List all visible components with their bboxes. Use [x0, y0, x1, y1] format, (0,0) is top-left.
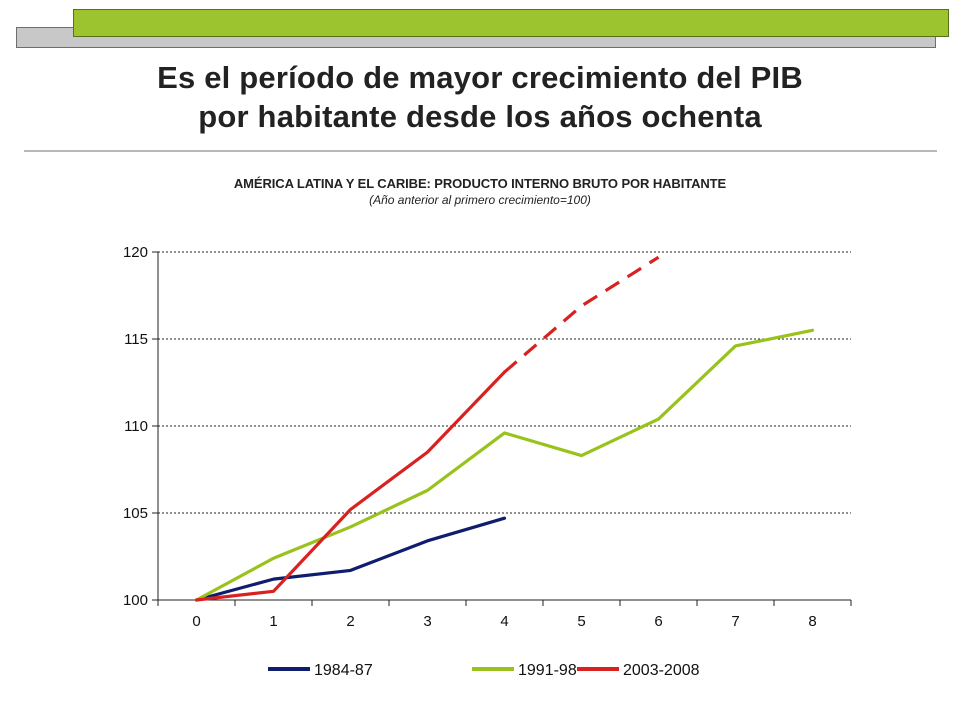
- x-tick-label-0: 0: [192, 613, 200, 630]
- title-divider: [24, 150, 937, 152]
- series-line-2003-2008: [194, 370, 507, 602]
- gridlines: [158, 251, 851, 514]
- series-line-1991-98: [194, 328, 815, 602]
- legend: 1984-87 1991-98 2003-2008: [268, 662, 700, 679]
- x-tick-label-7: 7: [731, 613, 739, 630]
- axes: 100 105 110 115 120 0 1 2 3 4 5 6 7 8: [123, 244, 852, 630]
- x-tick-label-4: 4: [500, 613, 508, 630]
- legend-label-1984-87: 1984-87: [314, 662, 373, 679]
- header-decoration-green-bar: [73, 9, 949, 37]
- slide-title-line-2: por habitante desde los años ochenta: [198, 99, 762, 134]
- x-tick-label-5: 5: [577, 613, 585, 630]
- slide-title-line-1: Es el período de mayor crecimiento del P…: [157, 60, 803, 95]
- y-tick-label-120: 120: [123, 244, 148, 261]
- series-line-2003-2008-projection: [503, 255, 660, 374]
- slide-title: Es el período de mayor crecimiento del P…: [20, 58, 940, 136]
- legend-label-2003-2008: 2003-2008: [623, 662, 700, 679]
- x-tick-label-6: 6: [654, 613, 662, 630]
- series-lines: [194, 255, 815, 602]
- y-tick-label-110: 110: [124, 418, 148, 435]
- legend-label-1991-98: 1991-98: [518, 662, 577, 679]
- y-tick-label-105: 105: [123, 505, 148, 522]
- y-tick-label-100: 100: [123, 592, 148, 609]
- chart-title: AMÉRICA LATINA Y EL CARIBE: PRODUCTO INT…: [233, 176, 727, 191]
- x-tick-label-3: 3: [423, 613, 431, 630]
- chart-subtitle: (Año anterior al primero crecimiento=100…: [369, 193, 591, 207]
- x-tick-label-2: 2: [346, 613, 354, 630]
- x-tick-label-1: 1: [269, 613, 277, 630]
- x-tick-label-8: 8: [808, 613, 816, 630]
- y-tick-label-115: 115: [124, 331, 148, 348]
- series-line-1984-87: [194, 516, 507, 602]
